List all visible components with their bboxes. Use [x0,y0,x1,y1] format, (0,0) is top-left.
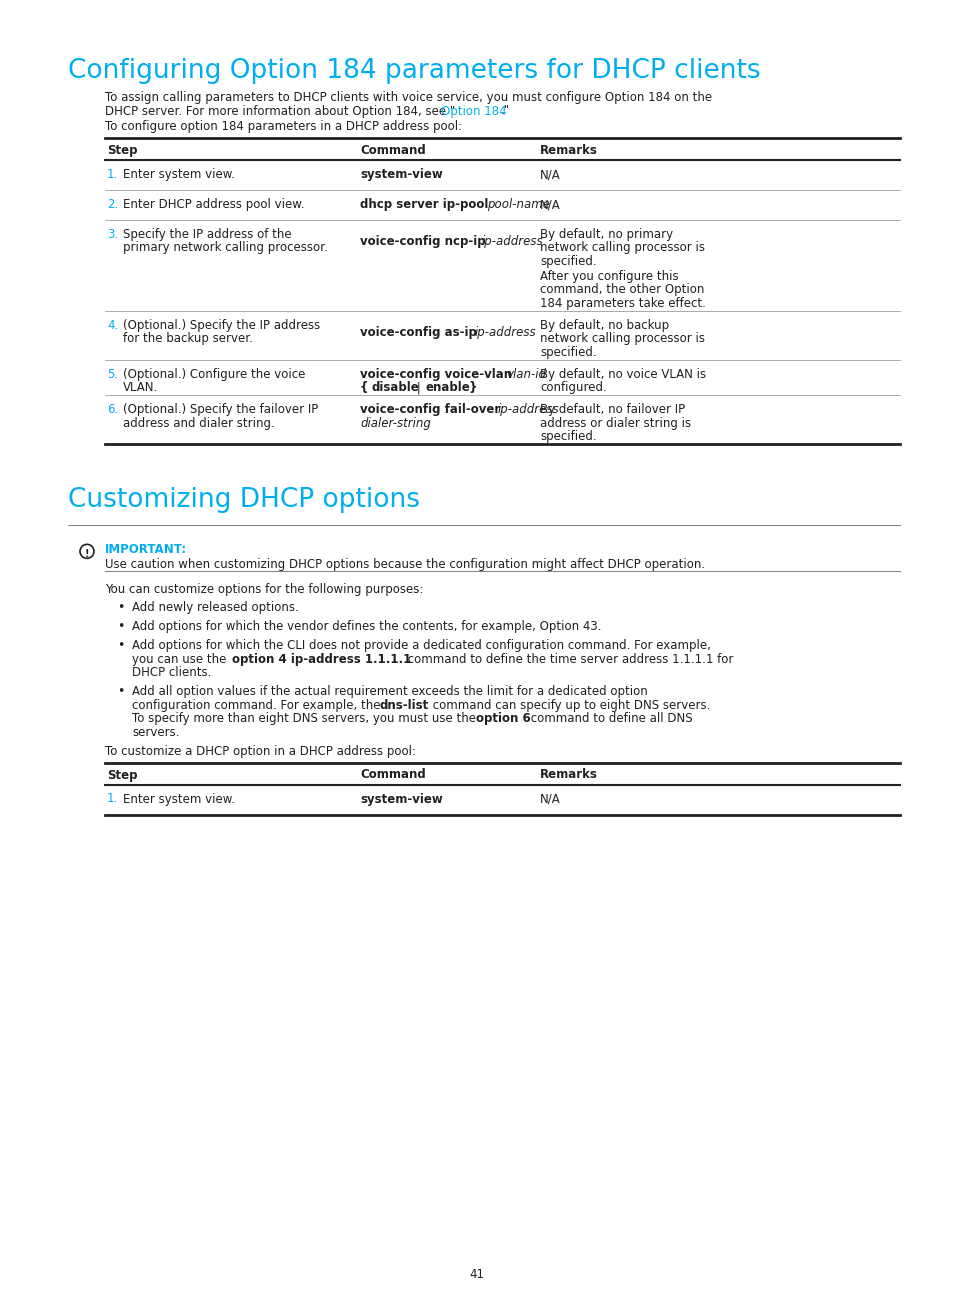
Text: dns-list: dns-list [378,699,428,712]
Text: pool-name: pool-name [486,198,550,211]
Text: vlan-id: vlan-id [505,368,545,381]
Text: .": ." [500,105,510,118]
Text: Add all option values if the actual requirement exceeds the limit for a dedicate: Add all option values if the actual requ… [132,686,647,699]
Text: DHCP server. For more information about Option 184, see ": DHCP server. For more information about … [105,105,455,118]
Text: Command: Command [359,144,425,157]
Text: dialer-string: dialer-string [359,417,431,430]
Text: specified.: specified. [539,255,596,268]
Text: (Optional.) Specify the failover IP: (Optional.) Specify the failover IP [123,403,318,416]
Text: •: • [117,639,124,652]
Text: ip-address: ip-address [497,403,559,416]
Text: Remarks: Remarks [539,144,598,157]
Text: system-view: system-view [359,792,442,806]
Text: Customizing DHCP options: Customizing DHCP options [68,487,419,513]
Text: network calling processor is: network calling processor is [539,241,704,254]
Text: ip-address: ip-address [481,235,543,248]
Text: To customize a DHCP option in a DHCP address pool:: To customize a DHCP option in a DHCP add… [105,744,416,757]
Text: enable: enable [426,381,470,394]
Text: dhcp server ip-pool: dhcp server ip-pool [359,198,492,211]
Text: primary network calling processor.: primary network calling processor. [123,241,328,254]
Text: By default, no backup: By default, no backup [539,319,668,332]
Text: Use caution when customizing DHCP options because the configuration might affect: Use caution when customizing DHCP option… [105,559,704,572]
Text: Add options for which the CLI does not provide a dedicated configuration command: Add options for which the CLI does not p… [132,639,710,652]
Text: To assign calling parameters to DHCP clients with voice service, you must config: To assign calling parameters to DHCP cli… [105,91,711,104]
Text: }: } [464,381,477,394]
Text: By default, no failover IP: By default, no failover IP [539,403,684,416]
Text: configured.: configured. [539,381,606,394]
Text: •: • [117,601,124,614]
Text: specified.: specified. [539,346,596,359]
Text: Option 184: Option 184 [440,105,506,118]
Text: you can use the: you can use the [132,653,230,666]
Text: IMPORTANT:: IMPORTANT: [105,543,187,556]
Text: 4.: 4. [107,319,118,332]
Text: To configure option 184 parameters in a DHCP address pool:: To configure option 184 parameters in a … [105,121,461,133]
Text: After you configure this: After you configure this [539,270,678,283]
Text: Remarks: Remarks [539,769,598,781]
Text: (Optional.) Specify the IP address: (Optional.) Specify the IP address [123,319,320,332]
Text: command can specify up to eight DNS servers.: command can specify up to eight DNS serv… [429,699,710,712]
Text: •: • [117,686,124,699]
Text: 184 parameters take effect.: 184 parameters take effect. [539,297,705,310]
Text: command to define all DNS: command to define all DNS [526,712,692,724]
Text: To specify more than eight DNS servers, you must use the: To specify more than eight DNS servers, … [132,712,479,724]
Text: By default, no primary: By default, no primary [539,228,673,241]
Text: •: • [117,621,124,634]
Text: N/A: N/A [539,792,560,806]
Text: servers.: servers. [132,726,179,739]
Text: address or dialer string is: address or dialer string is [539,417,690,430]
Text: voice-config voice-vlan: voice-config voice-vlan [359,368,516,381]
Text: voice-config as-ip: voice-config as-ip [359,325,480,338]
Text: 1.: 1. [107,168,118,181]
Text: 1.: 1. [107,792,118,806]
Text: By default, no voice VLAN is: By default, no voice VLAN is [539,368,705,381]
Text: Enter DHCP address pool view.: Enter DHCP address pool view. [123,198,304,211]
Text: option 4 ip-address 1.1.1.1: option 4 ip-address 1.1.1.1 [232,653,411,666]
Text: command, the other Option: command, the other Option [539,284,703,297]
Text: ip-address: ip-address [475,325,536,338]
Text: 3.: 3. [107,228,118,241]
Text: (Optional.) Configure the voice: (Optional.) Configure the voice [123,368,305,381]
Text: |: | [413,381,424,394]
Text: Add options for which the vendor defines the contents, for example, Option 43.: Add options for which the vendor defines… [132,621,601,634]
Text: Add newly released options.: Add newly released options. [132,601,298,614]
Text: Configuring Option 184 parameters for DHCP clients: Configuring Option 184 parameters for DH… [68,58,760,84]
Text: for the backup server.: for the backup server. [123,332,253,345]
Text: 5.: 5. [107,368,118,381]
Text: {: { [359,381,372,394]
Text: option 6: option 6 [476,712,530,724]
Text: Enter system view.: Enter system view. [123,792,234,806]
Text: network calling processor is: network calling processor is [539,332,704,345]
Text: !: ! [85,548,90,559]
Text: Step: Step [107,144,137,157]
Text: specified.: specified. [539,430,596,443]
Text: Enter system view.: Enter system view. [123,168,234,181]
Text: address and dialer string.: address and dialer string. [123,417,274,430]
Text: voice-config ncp-ip: voice-config ncp-ip [359,235,489,248]
Text: Specify the IP address of the: Specify the IP address of the [123,228,292,241]
Text: 6.: 6. [107,403,118,416]
Text: N/A: N/A [539,198,560,211]
Text: configuration command. For example, the: configuration command. For example, the [132,699,384,712]
Text: voice-config fail-over: voice-config fail-over [359,403,504,416]
Text: You can customize options for the following purposes:: You can customize options for the follow… [105,582,423,595]
Text: 41: 41 [469,1267,484,1280]
Text: DHCP clients.: DHCP clients. [132,666,212,679]
Text: Step: Step [107,769,137,781]
Text: system-view: system-view [359,168,442,181]
Text: command to define the time server address 1.1.1.1 for: command to define the time server addres… [403,653,733,666]
Text: disable: disable [372,381,419,394]
Text: N/A: N/A [539,168,560,181]
Text: VLAN.: VLAN. [123,381,158,394]
Text: Command: Command [359,769,425,781]
Text: 2.: 2. [107,198,118,211]
